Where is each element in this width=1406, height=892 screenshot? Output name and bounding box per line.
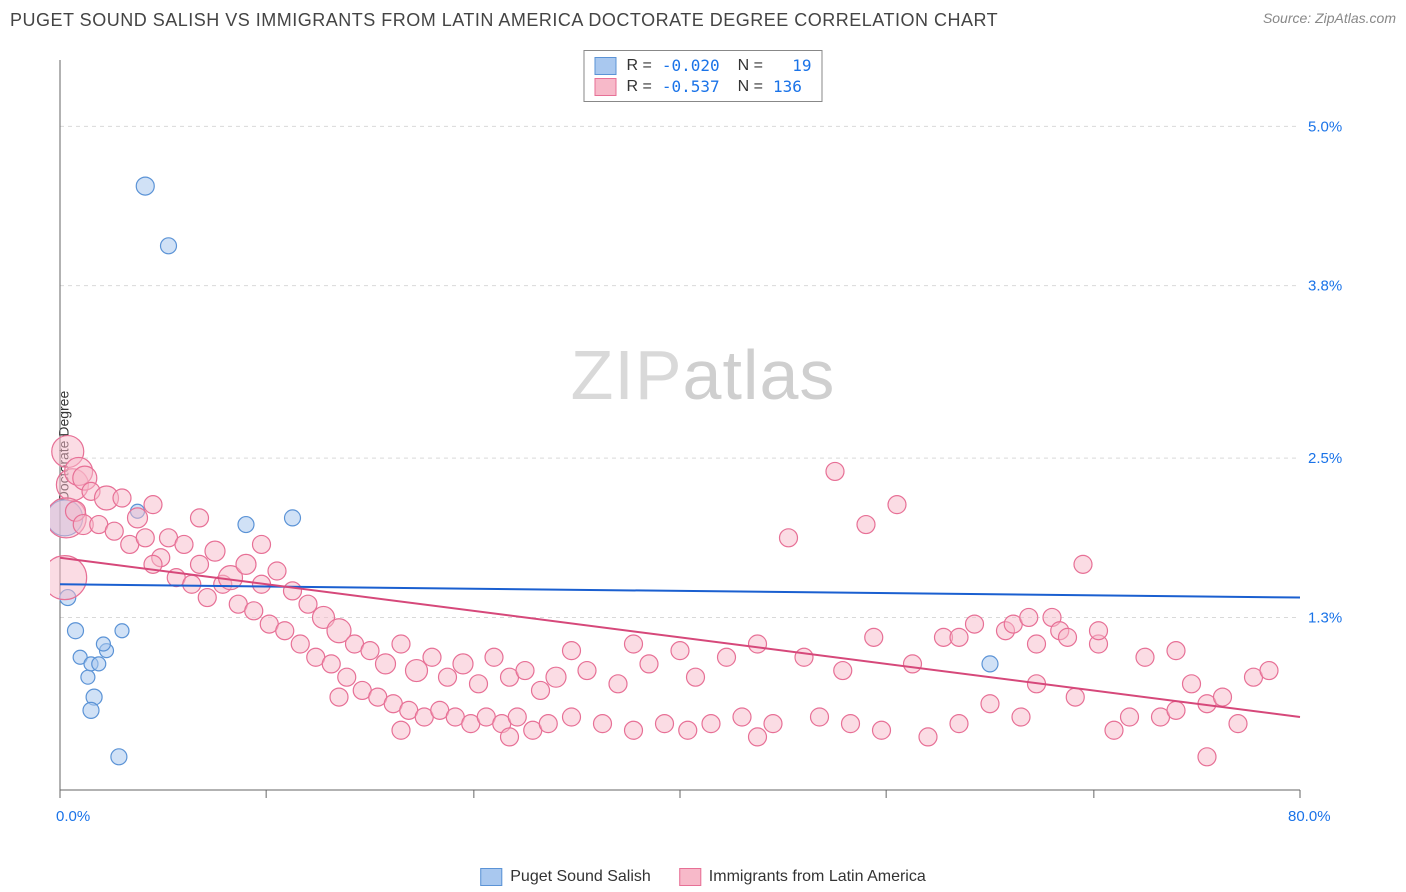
legend-stat-row: R = -0.020 N = 19 bbox=[594, 55, 811, 76]
legend-swatch bbox=[480, 868, 502, 886]
svg-text:5.0%: 5.0% bbox=[1308, 118, 1342, 135]
watermark: ZIPatlas bbox=[571, 335, 836, 415]
x-axis-max-label: 80.0% bbox=[1288, 808, 1331, 825]
legend-swatch bbox=[594, 57, 616, 75]
r-value: -0.020 bbox=[662, 56, 720, 75]
svg-text:1.3%: 1.3% bbox=[1308, 609, 1342, 626]
n-value: 19 bbox=[773, 56, 812, 75]
legend-swatch bbox=[679, 868, 701, 886]
correlation-legend: R = -0.020 N = 19 R = -0.537 N = 136 bbox=[583, 50, 822, 102]
svg-text:3.8%: 3.8% bbox=[1308, 278, 1342, 295]
source-attribution: Source: ZipAtlas.com bbox=[1263, 10, 1396, 26]
legend-series-item: Immigrants from Latin America bbox=[679, 868, 926, 886]
r-value: -0.537 bbox=[662, 77, 720, 96]
svg-text:2.5%: 2.5% bbox=[1308, 450, 1342, 467]
r-label: R = bbox=[626, 57, 651, 75]
x-axis-min-label: 0.0% bbox=[56, 808, 90, 825]
n-label: N = bbox=[738, 78, 763, 96]
legend-series-label: Puget Sound Salish bbox=[510, 868, 651, 886]
chart-title: PUGET SOUND SALISH VS IMMIGRANTS FROM LA… bbox=[10, 10, 998, 31]
n-value: 136 bbox=[773, 77, 802, 96]
r-label: R = bbox=[626, 78, 651, 96]
legend-stat-row: R = -0.537 N = 136 bbox=[594, 76, 811, 97]
legend-series-label: Immigrants from Latin America bbox=[709, 868, 926, 886]
series-legend: Puget Sound Salish Immigrants from Latin … bbox=[480, 868, 926, 886]
plot-area: 1.3% 2.5% 3.8% 5.0% bbox=[50, 50, 1360, 830]
legend-swatch bbox=[594, 78, 616, 96]
legend-series-item: Puget Sound Salish bbox=[480, 868, 651, 886]
n-label: N = bbox=[738, 57, 763, 75]
scatter-chart: 1.3% 2.5% 3.8% 5.0% bbox=[50, 50, 1360, 830]
